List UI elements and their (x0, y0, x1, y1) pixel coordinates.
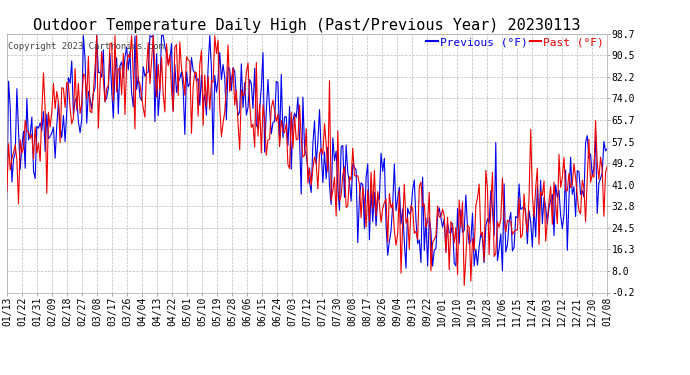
Legend: Previous (°F), Past (°F): Previous (°F), Past (°F) (426, 37, 604, 47)
Text: Copyright 2023 Cartronics.com: Copyright 2023 Cartronics.com (8, 42, 164, 51)
Title: Outdoor Temperature Daily High (Past/Previous Year) 20230113: Outdoor Temperature Daily High (Past/Pre… (33, 18, 581, 33)
